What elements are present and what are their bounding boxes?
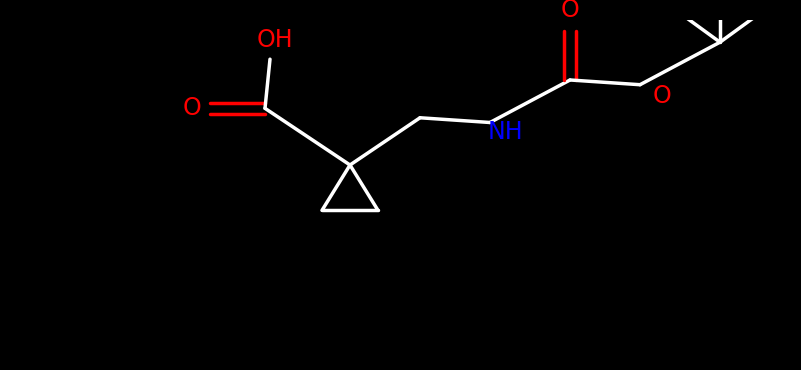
Text: NH: NH: [487, 120, 523, 144]
Text: OH: OH: [256, 28, 293, 52]
Text: O: O: [561, 0, 579, 22]
Text: O: O: [183, 96, 201, 120]
Text: O: O: [653, 84, 671, 108]
